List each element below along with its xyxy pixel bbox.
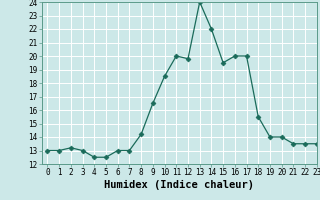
X-axis label: Humidex (Indice chaleur): Humidex (Indice chaleur)	[104, 180, 254, 190]
